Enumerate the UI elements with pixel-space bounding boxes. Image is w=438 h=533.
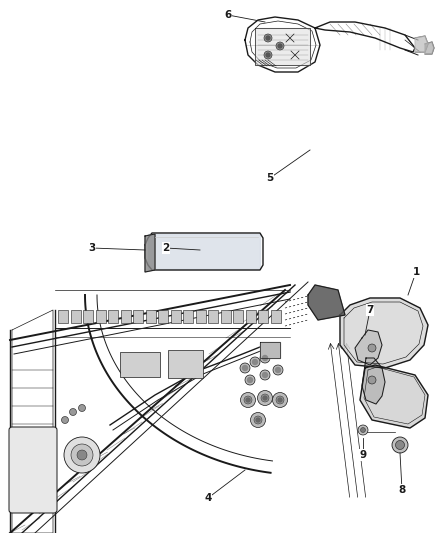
- Circle shape: [240, 392, 255, 408]
- Bar: [258, 310, 268, 323]
- Circle shape: [251, 413, 265, 427]
- Text: 6: 6: [224, 10, 232, 20]
- Bar: [271, 310, 280, 323]
- Bar: [208, 310, 218, 323]
- Text: 3: 3: [88, 243, 95, 253]
- Circle shape: [260, 370, 270, 380]
- Circle shape: [266, 53, 270, 57]
- Polygon shape: [415, 36, 428, 52]
- Circle shape: [254, 416, 262, 424]
- Circle shape: [240, 363, 250, 373]
- Circle shape: [70, 408, 77, 416]
- Circle shape: [261, 394, 269, 402]
- Circle shape: [264, 51, 272, 59]
- Polygon shape: [308, 285, 345, 320]
- Circle shape: [264, 34, 272, 42]
- Text: 8: 8: [399, 485, 406, 495]
- Polygon shape: [148, 234, 260, 269]
- Bar: [170, 310, 180, 323]
- Circle shape: [392, 437, 408, 453]
- Circle shape: [276, 396, 284, 404]
- Circle shape: [64, 437, 100, 473]
- Circle shape: [278, 398, 282, 402]
- Circle shape: [245, 375, 255, 385]
- Circle shape: [358, 425, 368, 435]
- Polygon shape: [145, 234, 155, 272]
- Circle shape: [368, 344, 376, 352]
- Circle shape: [262, 373, 268, 377]
- Bar: [220, 310, 230, 323]
- Bar: [83, 310, 93, 323]
- FancyBboxPatch shape: [9, 427, 57, 513]
- Polygon shape: [425, 42, 434, 54]
- Text: 2: 2: [162, 243, 170, 253]
- Bar: [120, 310, 131, 323]
- Circle shape: [276, 367, 280, 373]
- Circle shape: [278, 44, 282, 48]
- Circle shape: [263, 396, 267, 400]
- Circle shape: [71, 444, 93, 466]
- Polygon shape: [260, 342, 280, 358]
- Text: 4: 4: [204, 493, 212, 503]
- Text: 9: 9: [360, 450, 367, 460]
- Circle shape: [243, 366, 247, 370]
- Circle shape: [262, 356, 268, 360]
- Bar: [233, 310, 243, 323]
- Polygon shape: [340, 298, 428, 368]
- Circle shape: [272, 392, 287, 408]
- Circle shape: [250, 357, 260, 367]
- Circle shape: [246, 398, 250, 402]
- Bar: [133, 310, 143, 323]
- Bar: [108, 310, 118, 323]
- Bar: [158, 310, 168, 323]
- Circle shape: [61, 416, 68, 424]
- Bar: [145, 310, 155, 323]
- Text: 7: 7: [366, 305, 374, 315]
- Bar: [95, 310, 106, 323]
- Bar: [58, 310, 68, 323]
- Bar: [168, 350, 203, 378]
- Circle shape: [247, 377, 252, 383]
- Circle shape: [360, 427, 365, 432]
- Polygon shape: [255, 28, 310, 65]
- Text: 1: 1: [412, 267, 420, 277]
- Polygon shape: [355, 330, 382, 365]
- Bar: [246, 310, 255, 323]
- Circle shape: [273, 365, 283, 375]
- Circle shape: [244, 396, 252, 404]
- Text: 5: 5: [266, 173, 274, 183]
- Circle shape: [258, 391, 272, 406]
- Circle shape: [260, 353, 270, 363]
- Circle shape: [78, 405, 85, 411]
- Circle shape: [256, 418, 260, 422]
- Bar: [71, 310, 81, 323]
- Circle shape: [368, 376, 376, 384]
- Circle shape: [276, 42, 284, 50]
- Bar: [120, 352, 160, 377]
- Circle shape: [252, 359, 258, 365]
- Bar: [195, 310, 205, 323]
- Circle shape: [266, 36, 270, 40]
- Polygon shape: [362, 358, 385, 404]
- Circle shape: [77, 450, 87, 460]
- Polygon shape: [360, 365, 428, 428]
- Bar: [183, 310, 193, 323]
- Circle shape: [396, 440, 405, 449]
